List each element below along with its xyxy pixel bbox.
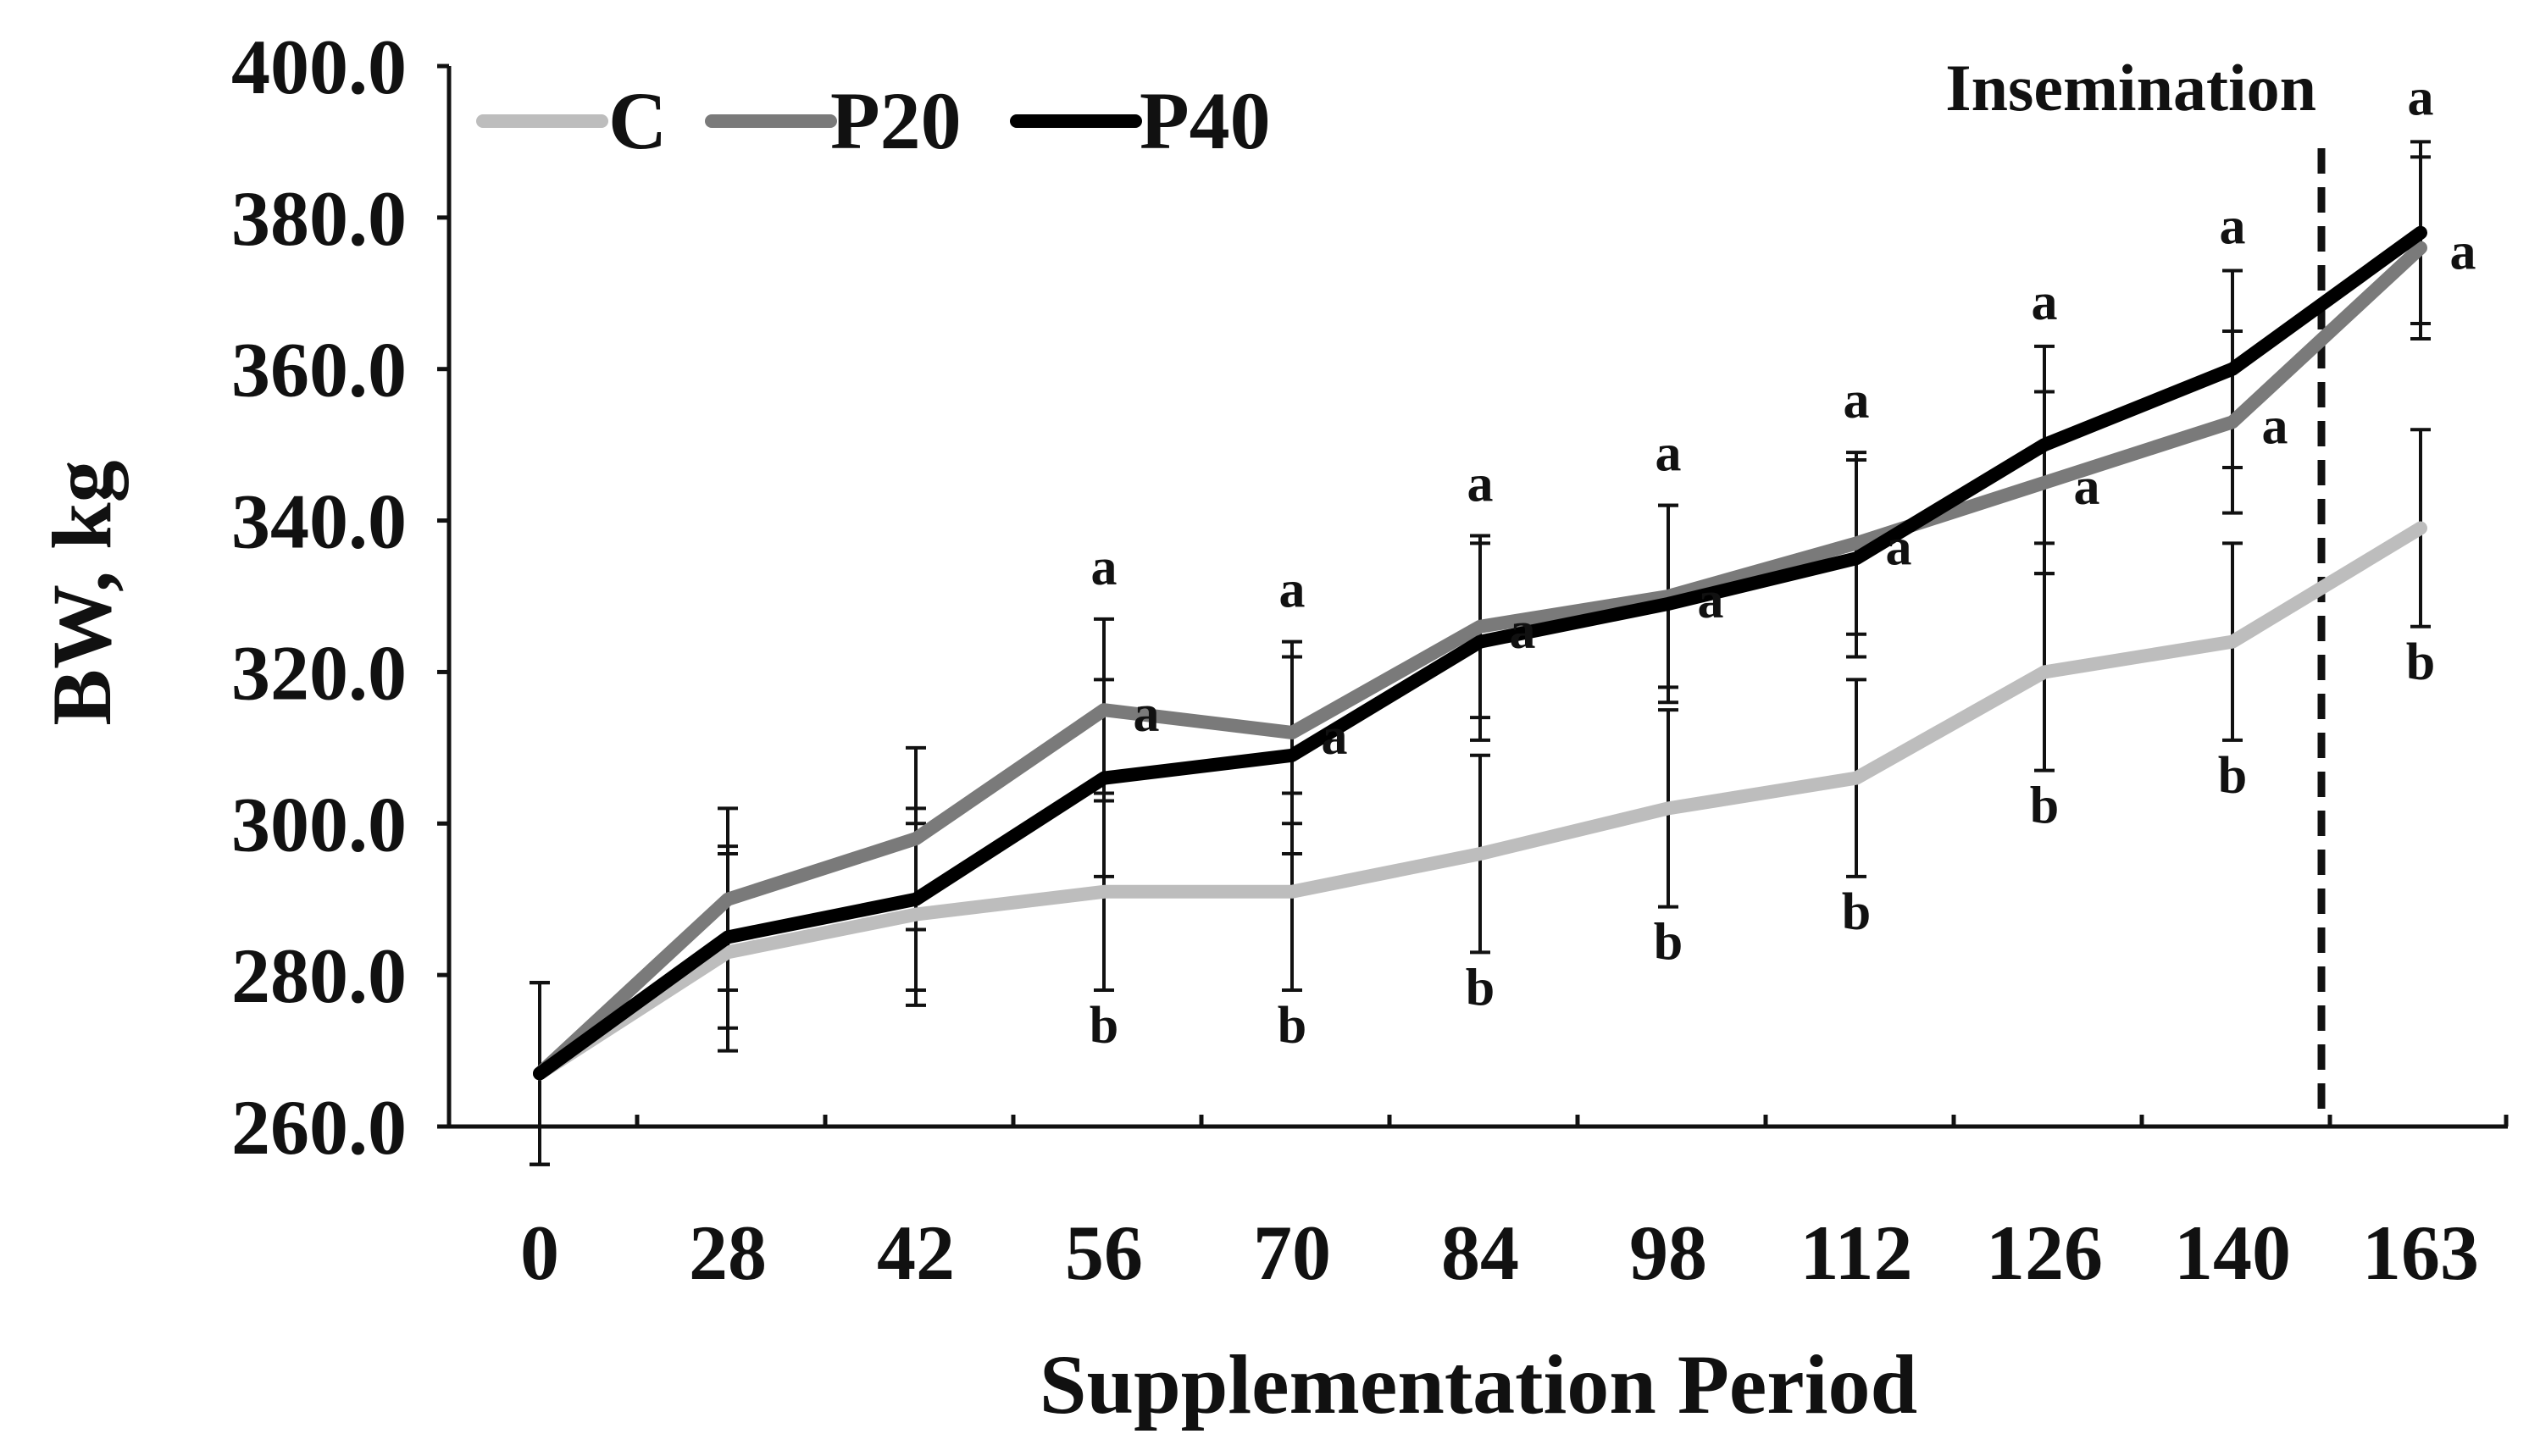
sig-letter-c: b <box>1654 914 1683 972</box>
y-tick-label: 340.0 <box>231 479 407 565</box>
sig-letter-p40: a <box>1844 372 1870 429</box>
x-tick-label: 140 <box>2174 1210 2291 1296</box>
sig-letter-c: b <box>2030 778 2059 835</box>
legend: C P20 P40 <box>476 75 1271 166</box>
significance-letters: b b b b b b b b a a a a a a a a a a a a a a a a <box>1090 69 2476 1055</box>
x-tick-label: 56 <box>1065 1210 1143 1296</box>
legend-label-c: C <box>608 75 667 166</box>
y-axis-title: BW, kg <box>35 460 129 725</box>
sig-letter-p40: a <box>1091 539 1118 596</box>
sig-letter-p40: a <box>1279 562 1306 619</box>
sig-letter-c: b <box>1278 997 1306 1055</box>
sig-letter-p40: a <box>2220 197 2246 255</box>
x-tick-label: 70 <box>1253 1210 1331 1296</box>
x-axis-title: Supplementation Period <box>1040 1337 1917 1431</box>
series-lines <box>533 225 2427 1081</box>
x-tick-label: 126 <box>1986 1210 2103 1296</box>
sig-letter-p20: a <box>2074 458 2100 516</box>
sig-letter-p20: a <box>2262 397 2288 455</box>
sig-letter-c: b <box>2218 747 2247 805</box>
y-tick-label: 360.0 <box>231 327 407 413</box>
legend-label-p40: P40 <box>1140 75 1271 166</box>
y-axis-ticks: 260.0 280.0 300.0 320.0 340.0 360.0 380.0 400.0 <box>231 24 449 1171</box>
y-tick-label: 280.0 <box>231 933 407 1019</box>
sig-letter-p20: a <box>2450 224 2476 281</box>
x-tick-label: 0 <box>520 1210 559 1296</box>
x-tick-label: 163 <box>2362 1210 2479 1296</box>
sig-letter-c: b <box>1842 883 1871 941</box>
sig-letter-p20: a <box>1510 602 1536 660</box>
x-tick-label: 28 <box>689 1210 767 1296</box>
x-tick-label: 112 <box>1800 1210 1913 1296</box>
sig-letter-p20: a <box>1322 708 1348 766</box>
x-tick-label: 98 <box>1629 1210 1707 1296</box>
y-tick-label: 320.0 <box>231 629 407 716</box>
chart-axes <box>446 66 2508 1129</box>
legend-label-p20: P20 <box>830 75 962 166</box>
x-axis-ticks: 0 28 42 56 70 84 98 112 126 140 163 <box>446 1115 2509 1296</box>
series-line-c <box>533 521 2427 1081</box>
insemination-marker: Insemination <box>1945 51 2326 1118</box>
sig-letter-p40: a <box>1467 456 1494 513</box>
y-tick-label: 260.0 <box>231 1084 407 1171</box>
series-line-p20 <box>533 241 2427 1081</box>
sig-letter-p20: a <box>1886 518 1912 576</box>
y-tick-label: 400.0 <box>231 24 407 110</box>
y-tick-label: 380.0 <box>231 175 407 262</box>
x-tick-label: 84 <box>1441 1210 1519 1296</box>
x-tick-label: 42 <box>877 1210 955 1296</box>
sig-letter-p20: a <box>1134 685 1160 743</box>
series-line-p40 <box>533 225 2427 1081</box>
sig-letter-p20: a <box>1698 572 1724 629</box>
sig-letter-p40: a <box>2032 274 2058 331</box>
sig-letter-c: b <box>2406 634 2435 691</box>
sig-letter-p40: a <box>1655 425 1682 483</box>
sig-letter-p40: a <box>2408 69 2434 126</box>
sig-letter-c: b <box>1090 997 1118 1055</box>
sig-letter-c: b <box>1466 959 1495 1016</box>
y-tick-label: 300.0 <box>231 781 407 867</box>
insemination-label: Insemination <box>1945 51 2316 125</box>
